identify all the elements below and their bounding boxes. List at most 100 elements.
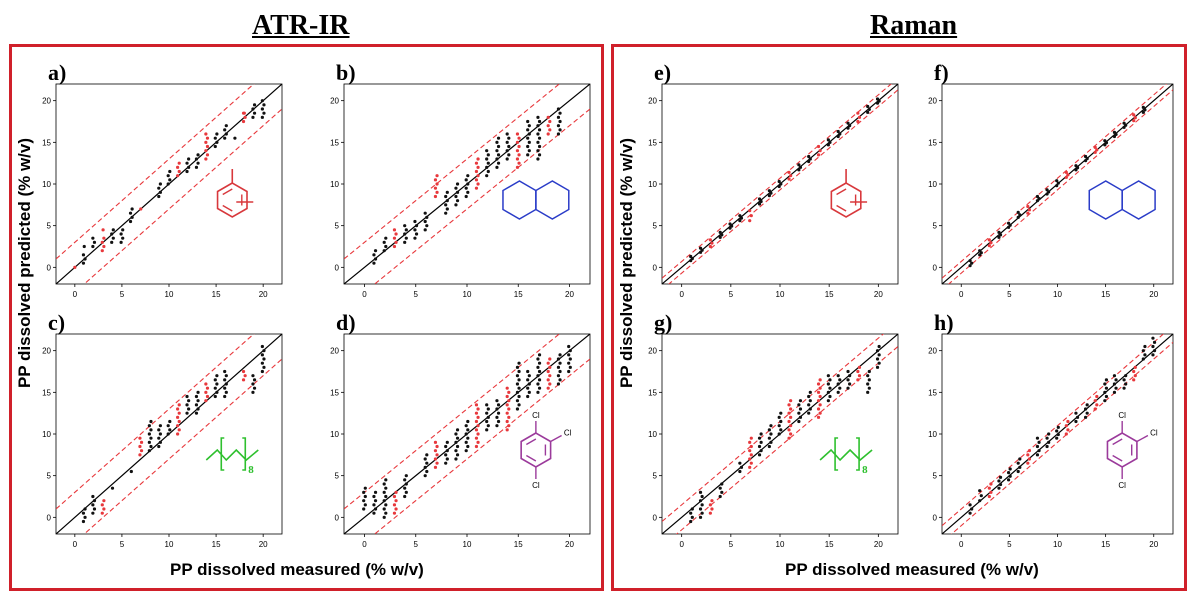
calibration-point — [1114, 378, 1118, 382]
calibration-point — [527, 132, 531, 136]
left-bracket — [834, 437, 839, 471]
group-title-raman: Raman — [870, 10, 958, 41]
y-tick-label: 20 — [330, 97, 339, 106]
calibration-point — [690, 507, 694, 511]
x-tick-label: 0 — [679, 290, 684, 299]
validation-point — [1133, 116, 1137, 120]
validation-point — [748, 449, 752, 453]
calibration-point — [486, 153, 490, 157]
validation-point — [787, 436, 791, 440]
calibration-point — [848, 382, 852, 386]
lower-limit-line — [950, 341, 1173, 534]
calibration-point — [526, 378, 530, 382]
calibration-point — [223, 369, 227, 374]
calibration-point — [718, 230, 722, 234]
calibration-point — [92, 499, 97, 503]
validation-point — [476, 407, 480, 411]
validation-point — [505, 411, 509, 415]
validation-point — [433, 440, 438, 444]
calibration-point — [384, 236, 388, 240]
y-tick-label: 20 — [42, 347, 51, 356]
calibration-point — [130, 215, 134, 219]
x-tick-label: 10 — [1053, 540, 1062, 549]
ring-double-bond — [836, 188, 847, 196]
calibration-point — [185, 161, 189, 165]
validation-point — [243, 115, 247, 119]
validation-point — [476, 182, 480, 186]
validation-point — [474, 186, 479, 190]
y-tick-label: 0 — [335, 513, 340, 522]
decalin-ring — [1121, 180, 1156, 220]
calibration-point — [119, 232, 123, 236]
calibration-point — [251, 115, 255, 119]
calibration-point — [215, 382, 219, 386]
validation-point — [176, 165, 180, 169]
calibration-point — [759, 432, 763, 436]
calibration-point — [425, 215, 429, 219]
calibration-point — [556, 374, 561, 378]
calibration-point — [454, 457, 458, 461]
calibration-point — [187, 157, 191, 161]
validation-point — [548, 128, 552, 132]
calibration-series — [689, 97, 881, 263]
calibration-point — [1085, 411, 1089, 415]
calibration-point — [507, 153, 511, 157]
x-tick-label: 15 — [1101, 290, 1110, 299]
decalin-structure-icon — [1088, 180, 1156, 220]
validation-point — [1095, 394, 1099, 399]
calibration-point — [213, 136, 217, 140]
validation-point — [708, 511, 712, 515]
validation-point — [857, 115, 862, 119]
calibration-point — [568, 357, 572, 361]
x-tick-label: 15 — [514, 540, 523, 549]
calibration-point — [970, 261, 974, 265]
validation-point — [749, 453, 753, 457]
validation-point — [394, 499, 398, 503]
calibration-point — [1008, 474, 1012, 478]
calibration-point — [215, 140, 219, 144]
validation-point — [1093, 407, 1097, 411]
calibration-point — [757, 436, 762, 440]
calibration-point — [1018, 457, 1022, 461]
validation-point — [505, 403, 509, 407]
calibration-point — [384, 494, 388, 499]
calibration-point — [698, 507, 703, 511]
validation-point — [176, 424, 180, 428]
calibration-point — [496, 403, 501, 407]
x-tick-label: 15 — [825, 290, 834, 299]
calibration-point — [507, 144, 511, 149]
calibration-point — [1112, 374, 1117, 378]
calibration-point — [384, 511, 388, 515]
calibration-point — [1151, 336, 1155, 340]
calibration-point — [1016, 461, 1020, 465]
validation-point — [102, 236, 106, 240]
y-tick-label: 5 — [47, 222, 52, 231]
validation-point — [818, 386, 822, 390]
chlorine-atom-label: Cl — [564, 429, 572, 438]
calibration-point — [826, 390, 830, 394]
y-tick-label: 20 — [330, 347, 339, 356]
lower-limit-line — [83, 358, 282, 534]
calibration-series — [81, 99, 266, 265]
validation-point — [1095, 148, 1099, 152]
calibration-series — [362, 344, 572, 519]
calibration-point — [798, 165, 803, 169]
calibration-point — [1055, 179, 1059, 183]
calibration-point — [445, 190, 449, 194]
validation-point — [548, 374, 552, 378]
calibration-point — [1141, 105, 1145, 109]
y-tick-label: 20 — [42, 97, 51, 106]
calibration-point — [828, 140, 832, 144]
upper-limit-line — [942, 334, 1165, 527]
calibration-point — [196, 407, 200, 411]
calibration-point — [1047, 432, 1051, 436]
x-tick-label: 20 — [1149, 290, 1158, 299]
calibration-point — [185, 394, 189, 399]
calibration-point — [1124, 374, 1128, 378]
calibration-point — [455, 428, 460, 432]
calibration-point — [779, 182, 783, 186]
validation-point — [474, 178, 479, 182]
calibration-point — [875, 357, 880, 361]
calibration-point — [846, 369, 850, 374]
x-tick-label: 0 — [362, 540, 367, 549]
